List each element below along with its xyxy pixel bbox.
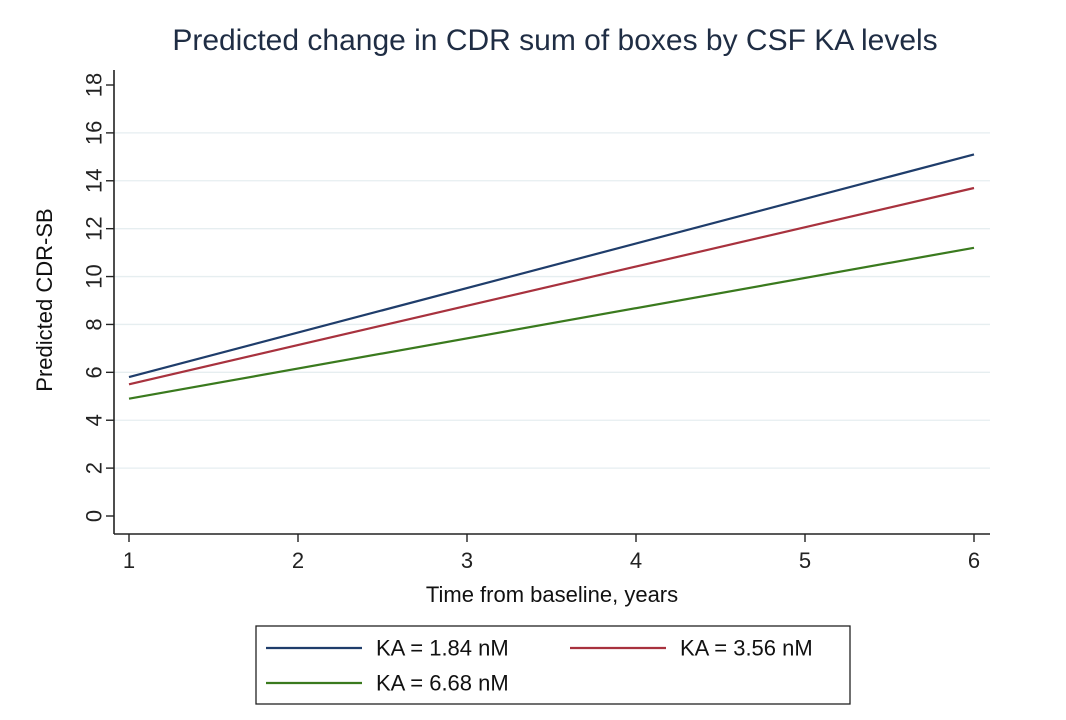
x-tick-label: 2 [292,548,304,573]
y-tick-label: 4 [82,414,107,426]
y-tick-label: 16 [82,121,107,145]
x-axis-label: Time from baseline, years [426,582,678,607]
series-lines [128,153,975,400]
y-tick-label: 8 [82,318,107,330]
y-tick-label: 10 [82,264,107,288]
x-ticks: 1 2 3 4 5 6 [123,534,980,573]
legend-label: KA = 3.56 nM [680,636,813,661]
y-tick-label: 12 [82,216,107,240]
x-tick-label: 6 [968,548,980,573]
series-line [128,246,975,400]
y-tick-label: 0 [82,510,107,522]
gridlines [114,132,990,469]
y-axis-label: Predicted CDR-SB [32,208,57,391]
chart-title: Predicted change in CDR sum of boxes by … [172,24,937,57]
y-tick-label: 18 [82,73,107,97]
axes [113,70,990,535]
legend: KA = 1.84 nM KA = 3.56 nM KA = 6.68 nM [255,625,851,705]
y-ticks: 0 2 4 6 8 10 12 14 16 18 [82,73,114,522]
series-line [128,186,975,386]
x-tick-label: 3 [461,548,473,573]
y-tick-label: 2 [82,462,107,474]
y-tick-label: 6 [82,366,107,378]
x-tick-label: 4 [630,548,642,573]
legend-label: KA = 1.84 nM [376,636,509,661]
series-line [128,153,975,379]
y-tick-label: 14 [82,169,107,193]
x-tick-label: 5 [799,548,811,573]
x-tick-label: 1 [123,548,135,573]
legend-box [255,625,851,705]
legend-label: KA = 6.68 nM [376,671,509,696]
